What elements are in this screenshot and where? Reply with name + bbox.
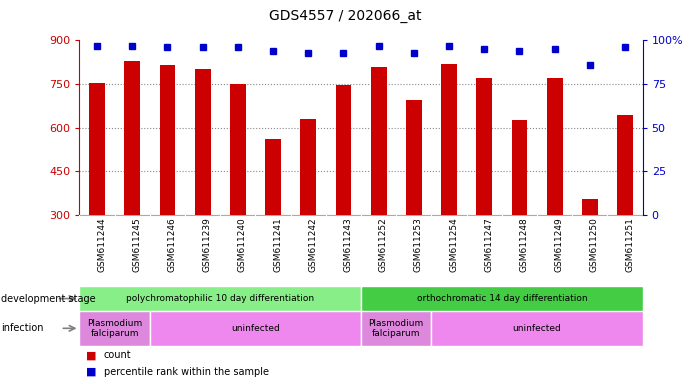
Text: uninfected: uninfected <box>513 324 561 333</box>
Text: Plasmodium
falciparum: Plasmodium falciparum <box>87 319 142 338</box>
Bar <box>79 311 150 346</box>
Text: GSM611253: GSM611253 <box>414 217 423 272</box>
Text: GSM611244: GSM611244 <box>97 217 106 272</box>
Text: Plasmodium
falciparum: Plasmodium falciparum <box>368 319 424 338</box>
Text: GSM611242: GSM611242 <box>308 217 317 272</box>
Bar <box>79 286 361 311</box>
Text: GSM611246: GSM611246 <box>167 217 176 272</box>
Bar <box>89 83 105 215</box>
Text: GSM611252: GSM611252 <box>379 217 388 272</box>
Bar <box>230 84 246 215</box>
Bar <box>511 121 527 215</box>
Bar <box>361 311 431 346</box>
Bar <box>582 199 598 215</box>
Text: percentile rank within the sample: percentile rank within the sample <box>104 366 269 377</box>
Text: GSM611243: GSM611243 <box>343 217 352 272</box>
Text: development stage: development stage <box>1 293 96 304</box>
Bar <box>406 100 422 215</box>
Text: polychromatophilic 10 day differentiation: polychromatophilic 10 day differentiatio… <box>126 294 314 303</box>
Bar <box>265 139 281 215</box>
Text: ■: ■ <box>86 366 97 377</box>
Bar <box>361 286 643 311</box>
Text: ■: ■ <box>86 350 97 360</box>
Text: GSM611239: GSM611239 <box>202 217 211 272</box>
Text: GSM611245: GSM611245 <box>132 217 141 272</box>
Bar <box>301 119 316 215</box>
Text: orthochromatic 14 day differentiation: orthochromatic 14 day differentiation <box>417 294 587 303</box>
Bar <box>431 311 643 346</box>
Bar <box>441 64 457 215</box>
Bar <box>160 65 176 215</box>
Text: GSM611248: GSM611248 <box>520 217 529 272</box>
Bar <box>547 78 562 215</box>
Text: GSM611240: GSM611240 <box>238 217 247 272</box>
Bar <box>124 61 140 215</box>
Text: GSM611251: GSM611251 <box>625 217 634 272</box>
Text: count: count <box>104 350 131 360</box>
Bar <box>617 114 633 215</box>
Bar <box>195 70 211 215</box>
Text: infection: infection <box>1 323 44 333</box>
Text: GSM611249: GSM611249 <box>555 217 564 272</box>
Text: uninfected: uninfected <box>231 324 280 333</box>
Text: GSM611250: GSM611250 <box>590 217 599 272</box>
Text: GSM611247: GSM611247 <box>484 217 493 272</box>
Bar <box>371 66 386 215</box>
Bar <box>336 86 351 215</box>
Text: GSM611241: GSM611241 <box>273 217 282 272</box>
Text: GSM611254: GSM611254 <box>449 217 458 272</box>
Bar <box>150 311 361 346</box>
Text: GDS4557 / 202066_at: GDS4557 / 202066_at <box>269 9 422 23</box>
Bar <box>476 78 492 215</box>
